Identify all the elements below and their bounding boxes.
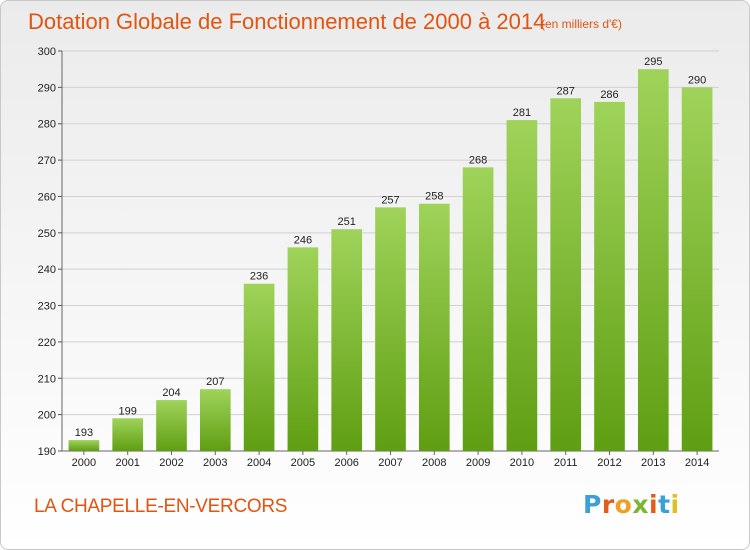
y-tick-label: 250 xyxy=(38,228,56,240)
x-tick-label: 2004 xyxy=(247,457,271,469)
bar xyxy=(156,400,187,451)
data-label: 199 xyxy=(119,405,137,417)
y-tick-label: 280 xyxy=(38,119,56,131)
y-tick-label: 220 xyxy=(38,337,56,349)
bar xyxy=(681,87,713,451)
y-tick-label: 240 xyxy=(38,264,56,276)
bar xyxy=(331,229,363,451)
bar xyxy=(68,440,100,451)
bar xyxy=(375,207,406,451)
data-label: 295 xyxy=(644,56,662,68)
logo-letter: i xyxy=(670,490,680,519)
data-label: 281 xyxy=(513,107,531,119)
bar xyxy=(243,283,275,451)
x-tick-label: 2007 xyxy=(378,457,402,469)
y-tick-label: 190 xyxy=(38,446,56,458)
logo-letter: i xyxy=(649,490,659,519)
data-label: 207 xyxy=(206,376,224,388)
x-tick-label: 2011 xyxy=(554,457,578,469)
data-label: 251 xyxy=(338,216,356,228)
chart-title: Dotation Globale de Fonctionnement de 20… xyxy=(28,9,546,34)
x-tick-label: 2009 xyxy=(466,457,490,469)
x-tick-label: 2003 xyxy=(203,457,227,469)
x-tick-label: 2013 xyxy=(641,457,665,469)
y-tick-label: 300 xyxy=(38,46,56,58)
x-tick-label: 2002 xyxy=(159,457,183,469)
bar xyxy=(637,69,669,451)
proxiti-logo: Proxiti xyxy=(583,490,680,519)
x-tick-label: 2006 xyxy=(334,457,358,469)
y-tick-label: 200 xyxy=(38,410,56,422)
chart-subtitle: (en milliers d'€) xyxy=(541,17,622,31)
x-tick-label: 2001 xyxy=(115,457,139,469)
y-tick-label: 230 xyxy=(38,301,56,313)
x-tick-label: 2014 xyxy=(685,457,709,469)
data-label: 193 xyxy=(75,427,93,439)
data-label: 257 xyxy=(381,194,399,206)
logo-letter: o xyxy=(614,490,633,519)
y-tick-label: 290 xyxy=(38,82,56,94)
bar xyxy=(199,389,231,451)
data-label: 236 xyxy=(250,271,268,283)
x-tick-label: 2012 xyxy=(597,457,621,469)
logo-letter: r xyxy=(601,490,615,519)
data-label: 286 xyxy=(600,89,618,101)
y-tick-label: 260 xyxy=(38,191,56,203)
bar xyxy=(287,247,319,451)
y-tick-label: 210 xyxy=(38,373,56,385)
bar xyxy=(462,167,494,451)
data-label: 290 xyxy=(688,74,706,86)
bar xyxy=(594,101,625,451)
place-name: LA CHAPELLE-EN-VERCORS xyxy=(34,496,288,517)
y-tick-label: 270 xyxy=(38,155,56,167)
data-label: 246 xyxy=(294,234,312,246)
data-label: 287 xyxy=(557,85,575,97)
data-label: 204 xyxy=(162,387,180,399)
bar xyxy=(112,418,144,451)
x-tick-label: 2000 xyxy=(72,457,96,469)
x-tick-label: 2010 xyxy=(510,457,534,469)
bar xyxy=(418,203,450,451)
x-tick-label: 2008 xyxy=(422,457,446,469)
logo-letter: P xyxy=(583,490,602,519)
data-label: 268 xyxy=(469,154,487,166)
bar xyxy=(506,120,538,451)
x-tick-label: 2005 xyxy=(291,457,315,469)
logo-letter: t xyxy=(658,490,671,519)
bar xyxy=(550,98,582,451)
logo-letter: x xyxy=(632,490,649,519)
data-label: 258 xyxy=(425,191,443,203)
